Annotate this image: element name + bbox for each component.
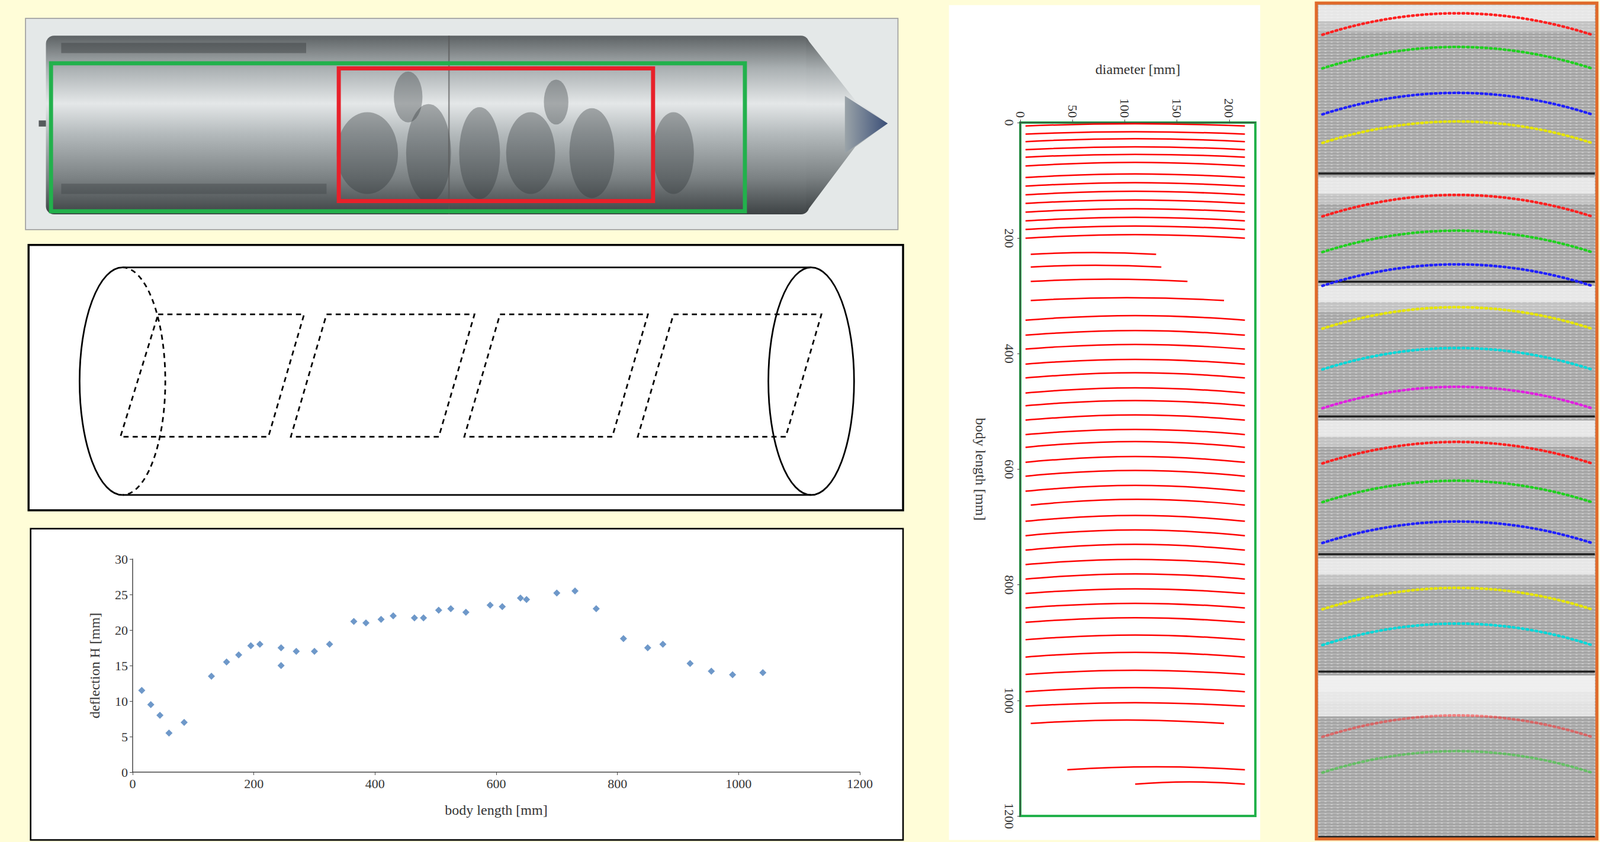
- svg-text:600: 600: [486, 776, 507, 792]
- svg-text:diameter [mm]: diameter [mm]: [1095, 61, 1181, 77]
- svg-text:body length [mm]: body length [mm]: [972, 418, 989, 521]
- svg-text:400: 400: [365, 776, 385, 792]
- svg-text:0: 0: [129, 776, 137, 792]
- svg-text:25: 25: [114, 587, 128, 603]
- svg-text:20: 20: [114, 622, 128, 638]
- svg-text:200: 200: [1221, 98, 1237, 118]
- svg-text:400: 400: [1001, 344, 1017, 364]
- svg-text:1000: 1000: [1001, 687, 1017, 714]
- svg-text:200: 200: [1001, 228, 1017, 249]
- svg-text:15: 15: [114, 658, 128, 674]
- svg-text:deflection H [mm]: deflection H [mm]: [87, 612, 103, 719]
- svg-text:50: 50: [1065, 104, 1081, 118]
- svg-text:100: 100: [1117, 98, 1133, 118]
- svg-text:30: 30: [114, 551, 128, 567]
- svg-text:600: 600: [1001, 459, 1017, 480]
- svg-text:0: 0: [1013, 111, 1028, 118]
- svg-text:1200: 1200: [846, 776, 873, 792]
- svg-text:0: 0: [121, 765, 128, 780]
- svg-text:1000: 1000: [725, 776, 752, 792]
- svg-text:body length [mm]: body length [mm]: [444, 802, 548, 818]
- svg-text:150: 150: [1169, 98, 1185, 118]
- svg-text:5: 5: [121, 729, 128, 745]
- svg-text:800: 800: [607, 776, 628, 792]
- svg-text:800: 800: [1001, 574, 1017, 595]
- svg-text:1200: 1200: [1001, 802, 1017, 830]
- svg-text:10: 10: [114, 694, 128, 709]
- svg-text:200: 200: [243, 776, 264, 792]
- svg-text:0: 0: [1001, 119, 1017, 127]
